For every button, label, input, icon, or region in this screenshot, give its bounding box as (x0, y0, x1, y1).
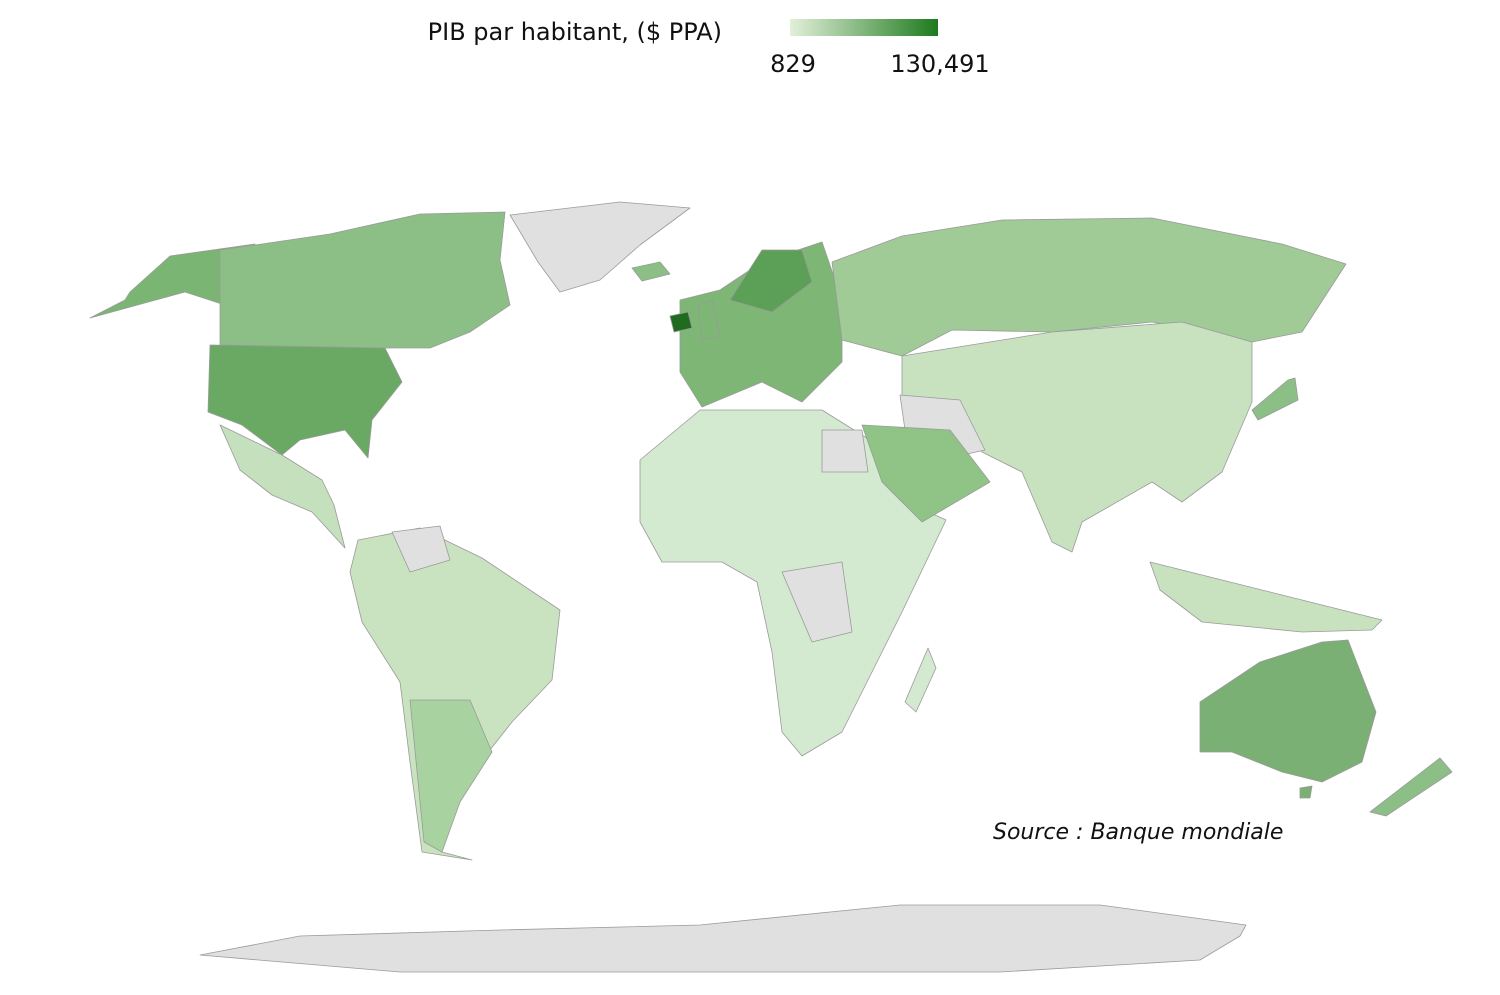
new-zealand (1369, 757, 1453, 817)
countries (89, 201, 1453, 973)
canada (219, 211, 511, 349)
ireland (669, 311, 693, 333)
scale-min-label: 829 (770, 50, 816, 78)
greenland (509, 201, 691, 293)
russia (831, 217, 1347, 357)
legend-title: PIB par habitant, ($ PPA) (428, 18, 722, 46)
saudi-arabia (861, 424, 991, 523)
color-scale (790, 19, 938, 36)
congo (781, 561, 853, 643)
antarctica (199, 904, 1247, 973)
scale-max-label: 130,491 (890, 50, 989, 78)
egypt (821, 429, 869, 473)
iceland (631, 261, 671, 282)
great-britain (697, 299, 721, 341)
australia (1199, 639, 1377, 783)
source-note: Source : Banque mondiale (993, 820, 1283, 845)
venezuela (391, 525, 451, 573)
indonesia (1149, 561, 1383, 633)
argentina (409, 699, 493, 853)
tasmania (1299, 785, 1313, 799)
central-america (219, 424, 346, 549)
alaska (89, 243, 256, 319)
usa (207, 344, 403, 459)
madagascar (904, 647, 937, 713)
scandinavia (729, 249, 813, 313)
japan (1251, 377, 1299, 421)
